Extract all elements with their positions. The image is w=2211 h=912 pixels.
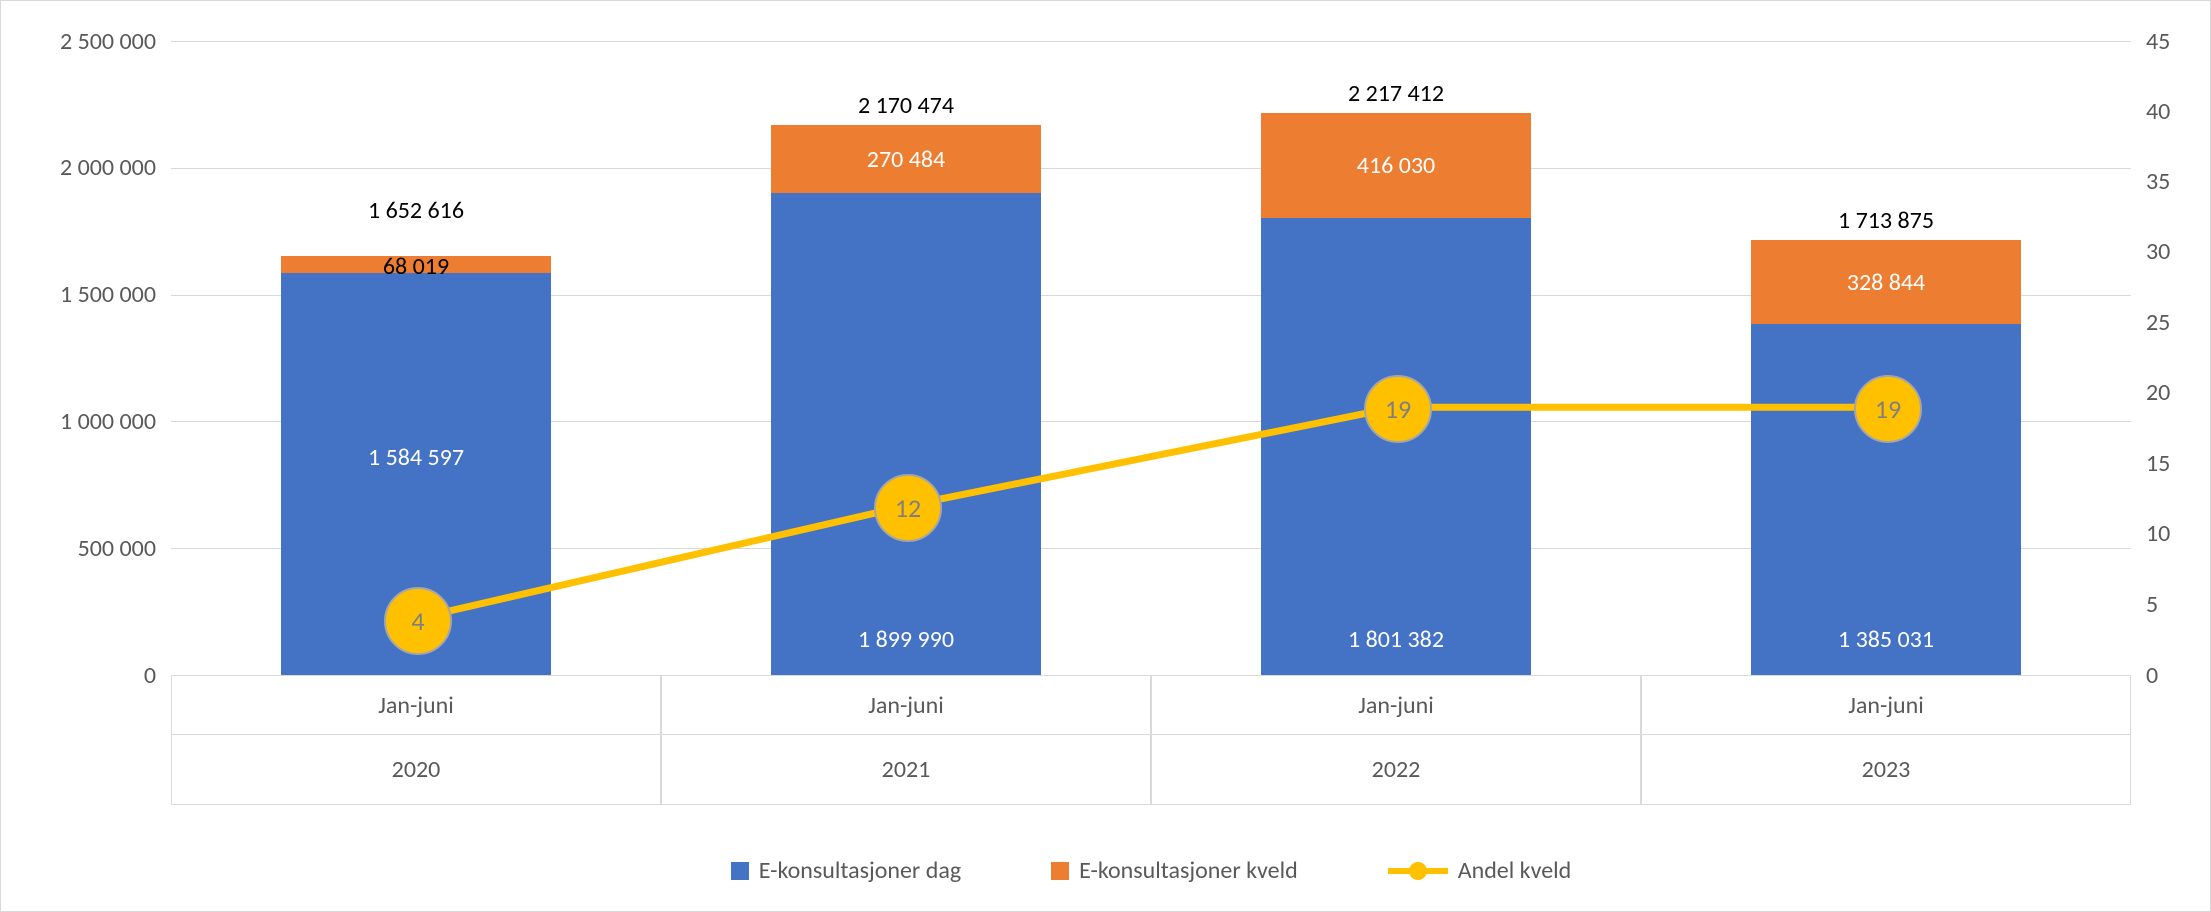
legend-label-dag: E-konsultasjoner dag	[759, 856, 961, 885]
legend: E-konsultasjoner dag E-konsultasjoner kv…	[171, 856, 2131, 885]
legend-label-kveld: E-konsultasjoner kveld	[1079, 856, 1298, 885]
category-period-label: Jan-juni	[662, 691, 1150, 720]
category-period-cell: Jan-juni	[661, 675, 1151, 735]
legend-item-dag: E-konsultasjoner dag	[731, 856, 961, 885]
category-year-label: 2022	[1152, 755, 1640, 784]
y-right-tick-2: 10	[2146, 519, 2170, 548]
y-right-tick-4: 20	[2146, 378, 2170, 407]
category-year-cell: 2020	[171, 735, 661, 805]
line-marker-andel: 12	[874, 474, 942, 542]
line-marker-andel: 4	[384, 587, 452, 655]
y-right-tick-6: 30	[2146, 237, 2170, 266]
y-left-tick-5: 2 500 000	[1, 27, 156, 56]
bar-total-label: 1 652 616	[281, 196, 551, 225]
legend-swatch-dag	[731, 862, 749, 880]
y-left-tick-4: 2 000 000	[1, 153, 156, 182]
bar-total-label: 2 217 412	[1261, 79, 1531, 108]
legend-swatch-kveld	[1051, 862, 1069, 880]
category-year-cell: 2021	[661, 735, 1151, 805]
category-year-cell: 2022	[1151, 735, 1641, 805]
bar-label-dag: 1 385 031	[1751, 625, 2021, 654]
category-year-cell: 2023	[1641, 735, 2131, 805]
bar-label-dag: 1 899 990	[771, 625, 1041, 654]
legend-label-andel: Andel kveld	[1458, 856, 1572, 885]
legend-item-kveld: E-konsultasjoner kveld	[1051, 856, 1298, 885]
legend-line-andel	[1388, 867, 1448, 875]
category-period-cell: Jan-juni	[1641, 675, 2131, 735]
category-year-label: 2020	[172, 755, 660, 784]
line-series	[171, 41, 2131, 675]
category-year-label: 2021	[662, 755, 1150, 784]
y-right-tick-1: 5	[2146, 590, 2158, 619]
legend-item-andel: Andel kveld	[1388, 856, 1572, 885]
y-right-tick-9: 45	[2146, 27, 2170, 56]
y-left-tick-3: 1 500 000	[1, 280, 156, 309]
category-period-label: Jan-juni	[172, 691, 660, 720]
bar-label-kveld: 416 030	[1261, 151, 1531, 180]
line-marker-andel: 19	[1364, 375, 1432, 443]
bar-total-label: 2 170 474	[771, 91, 1041, 120]
category-period-label: Jan-juni	[1152, 691, 1640, 720]
bar-label-kveld: 68 019	[281, 252, 551, 281]
y-left-tick-2: 1 000 000	[1, 407, 156, 436]
category-year-label: 2023	[1642, 755, 2130, 784]
y-left-tick-0: 0	[1, 661, 156, 690]
bar-label-kveld: 270 484	[771, 145, 1041, 174]
plot-area: 1 584 597 68 019 1 652 616 1 899 990 270 484…	[171, 41, 2131, 675]
y-right-tick-0: 0	[2146, 661, 2158, 690]
y-right-tick-5: 25	[2146, 308, 2170, 337]
category-period-cell: Jan-juni	[1151, 675, 1641, 735]
y-left-tick-1: 500 000	[1, 534, 156, 563]
category-period-label: Jan-juni	[1642, 691, 2130, 720]
y-right-tick-7: 35	[2146, 167, 2170, 196]
line-marker-andel: 19	[1854, 375, 1922, 443]
bar-total-label: 1 713 875	[1751, 206, 2021, 235]
bar-label-dag: 1 584 597	[281, 443, 551, 472]
y-right-tick-8: 40	[2146, 97, 2170, 126]
category-period-cell: Jan-juni	[171, 675, 661, 735]
bar-label-kveld: 328 844	[1751, 268, 2021, 297]
y-right-tick-3: 15	[2146, 449, 2170, 478]
bar-label-dag: 1 801 382	[1261, 625, 1531, 654]
chart-container: 0 500 000 1 000 000 1 500 000 2 000 000 …	[0, 0, 2211, 912]
